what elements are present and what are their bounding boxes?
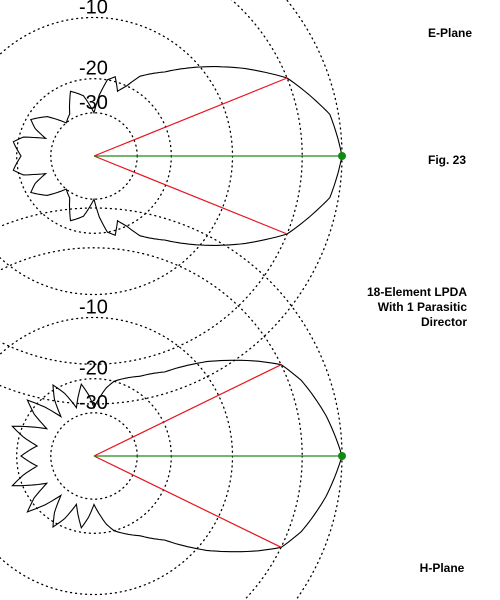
figure-number-label: Fig. 23 [428, 153, 466, 167]
half-power-line [93, 455, 282, 548]
grid-ring-outer [0, 0, 343, 405]
max-gain-point [338, 152, 346, 160]
e-plane-polar-plot: -10 -20 -30 [0, 0, 346, 405]
title-line-3: Director [421, 315, 467, 329]
grid-ring-outer [0, 207, 343, 600]
grid-ring [0, 0, 303, 365]
ring-label: -20 [79, 358, 108, 380]
half-power-line [93, 77, 288, 157]
grid-ring [0, 247, 303, 600]
ring-label: -10 [79, 0, 108, 19]
ring-label: -30 [79, 392, 108, 414]
max-gain-point [338, 452, 346, 460]
half-power-line [93, 155, 288, 235]
ring-label: -20 [79, 58, 108, 80]
h-plane-polar-plot: -10 -20 -30 [0, 207, 346, 600]
title-line-1: 18-Element LPDA [367, 285, 467, 299]
h-plane-label: H-Plane [420, 561, 465, 575]
half-power-line [93, 364, 282, 457]
ring-label: -10 [79, 297, 108, 319]
ring-label: -30 [79, 92, 108, 114]
title-line-2: With 1 Parasitic [378, 300, 468, 314]
e-plane-label: E-Plane [428, 26, 472, 40]
